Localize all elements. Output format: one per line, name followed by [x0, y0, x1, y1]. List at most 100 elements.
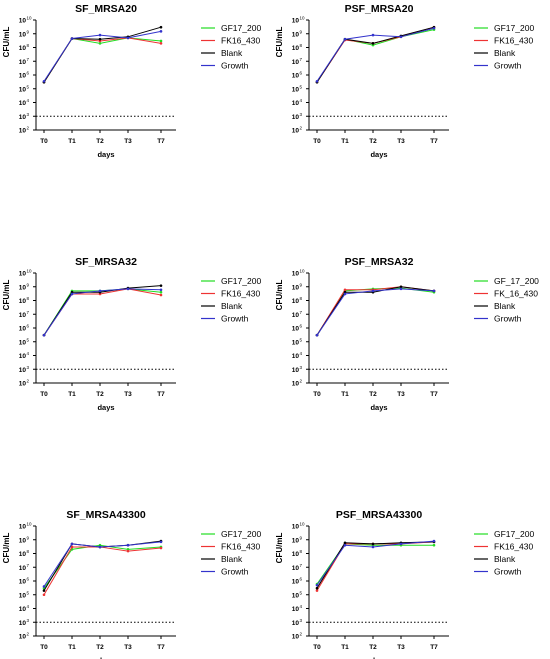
series-line-0	[43, 288, 162, 336]
x-tick-label: T1	[68, 391, 76, 398]
legend-label: GF17_200	[494, 529, 534, 539]
data-point	[98, 289, 102, 293]
y-tick-exponent: 2	[27, 379, 30, 384]
data-point	[42, 585, 46, 588]
series-line-0	[316, 543, 434, 585]
series-line-2	[316, 286, 435, 336]
y-tick-label: 10	[292, 73, 300, 80]
legend-label: FK16_430	[221, 542, 260, 552]
data-point	[315, 79, 319, 83]
legend-label: FK16_430	[221, 36, 260, 46]
y-tick-label: 10	[292, 565, 300, 572]
legend-label: Blank	[221, 554, 243, 564]
y-tick-label: 10	[19, 31, 27, 38]
data-point	[371, 545, 375, 549]
series-line-3	[316, 27, 435, 82]
y-tick-label: 10	[19, 565, 27, 572]
legend-label: FK16_430	[494, 542, 533, 552]
legend-label: Growth	[221, 61, 249, 71]
chart-title: PSF_MRSA20	[345, 3, 414, 15]
data-point	[432, 26, 436, 30]
x-tick-label: T7	[157, 644, 165, 651]
chart-title: SF_MRSA20	[75, 3, 137, 15]
data-point	[315, 589, 319, 592]
x-axis-label: days	[370, 150, 387, 159]
y-tick-exponent: 2	[27, 126, 30, 131]
data-point	[432, 543, 436, 547]
y-tick-label: 10	[19, 284, 27, 291]
series-line-1	[316, 286, 435, 336]
legend-label: Growth	[494, 314, 522, 324]
data-point	[432, 289, 436, 293]
x-axis-label: days	[97, 403, 114, 412]
y-tick-exponent: 7	[300, 563, 303, 568]
data-point	[159, 546, 163, 550]
y-tick-label: 10	[292, 86, 300, 93]
data-point	[159, 293, 163, 297]
y-tick-exponent: 6	[27, 577, 30, 582]
y-tick-exponent: 10	[27, 522, 33, 527]
x-tick-label: T3	[124, 644, 132, 651]
y-tick-label: 10	[19, 18, 27, 25]
data-point	[159, 42, 163, 45]
x-tick-label: T1	[68, 138, 76, 145]
data-point	[399, 287, 403, 291]
legend-label: GF17_200	[494, 23, 534, 33]
data-point	[399, 542, 403, 546]
x-tick-label: T7	[157, 138, 165, 145]
data-point	[70, 37, 74, 40]
y-tick-exponent: 5	[300, 337, 303, 342]
y-axis-label: CFU/mL	[275, 533, 284, 564]
y-tick-exponent: 9	[300, 29, 303, 34]
series-line-1	[43, 546, 162, 596]
y-tick-label: 10	[19, 312, 27, 319]
x-tick-label: T0	[313, 391, 321, 398]
series-line-0	[316, 287, 435, 336]
legend-label: Blank	[221, 48, 243, 58]
x-tick-label: T1	[341, 644, 349, 651]
legend-label: Blank	[221, 301, 243, 311]
y-tick-exponent: 3	[300, 365, 303, 370]
y-tick-label: 10	[19, 592, 27, 599]
legend-label: GF_17_200	[494, 276, 539, 286]
y-tick-exponent: 7	[27, 563, 30, 568]
y-tick-exponent: 6	[300, 324, 303, 329]
y-tick-exponent: 5	[300, 590, 303, 595]
y-tick-label: 10	[292, 634, 300, 641]
y-tick-exponent: 7	[300, 310, 303, 315]
y-tick-exponent: 4	[27, 98, 30, 103]
data-point	[126, 543, 130, 547]
y-tick-label: 10	[19, 606, 27, 613]
y-tick-exponent: 5	[27, 84, 30, 89]
x-axis-label: days	[370, 403, 387, 412]
data-point	[315, 586, 319, 590]
y-tick-exponent: 9	[27, 282, 30, 287]
x-axis-label: days	[97, 656, 114, 659]
y-tick-exponent: 3	[27, 112, 30, 117]
y-tick-label: 10	[19, 59, 27, 66]
y-tick-exponent: 8	[27, 549, 30, 554]
y-tick-exponent: 5	[27, 590, 30, 595]
data-point	[315, 583, 319, 587]
y-axis-label: CFU/mL	[2, 280, 11, 311]
y-tick-exponent: 2	[300, 379, 303, 384]
y-tick-exponent: 6	[300, 71, 303, 76]
y-tick-label: 10	[292, 31, 300, 38]
series-line-1	[316, 541, 435, 591]
y-tick-exponent: 3	[300, 112, 303, 117]
x-tick-label: T0	[40, 391, 48, 398]
y-axis-label: CFU/mL	[275, 280, 284, 311]
data-point	[371, 542, 375, 546]
data-point	[159, 540, 163, 544]
x-axis-label: days	[97, 150, 114, 159]
series-line-3	[316, 288, 435, 336]
y-tick-label: 10	[19, 128, 27, 135]
data-point	[70, 542, 74, 546]
legend-label: FK_16_430	[494, 289, 538, 299]
legend-label: Blank	[494, 301, 516, 311]
series-line-0	[43, 544, 162, 589]
x-tick-label: T0	[40, 644, 48, 651]
data-point	[98, 37, 102, 41]
x-tick-label: T0	[40, 138, 48, 145]
